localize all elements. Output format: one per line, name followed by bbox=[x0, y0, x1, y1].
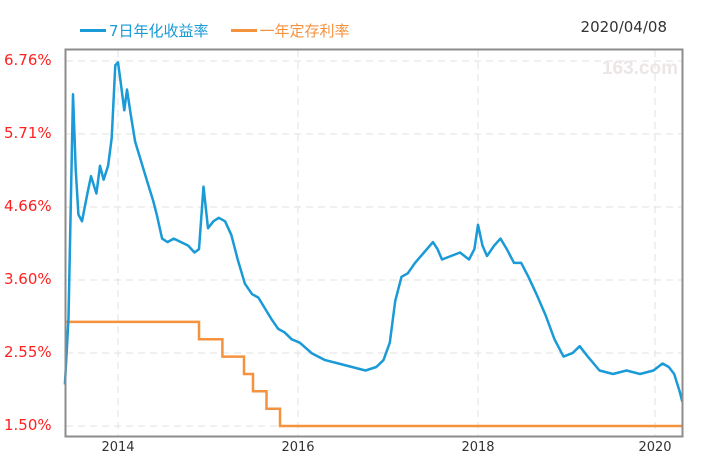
y-tick-label: 1.50% bbox=[4, 416, 52, 434]
plot-frame bbox=[64, 48, 684, 438]
legend-item-deposit-rate[interactable]: 一年定存利率 bbox=[230, 20, 350, 41]
y-tick-label: 4.66% bbox=[4, 197, 52, 215]
x-tick-label: 2018 bbox=[461, 440, 495, 455]
grid-lines bbox=[66, 50, 682, 436]
deposit-rate-line bbox=[64, 320, 683, 428]
y-tick-label: 6.76% bbox=[4, 51, 52, 69]
y-tick-label: 5.71% bbox=[4, 124, 52, 142]
legend-item-7day-yield[interactable]: 7日年化收益率 bbox=[80, 20, 209, 41]
x-tick-label: 2014 bbox=[101, 440, 135, 455]
x-tick-label: 2016 bbox=[281, 440, 315, 455]
y-tick-label: 2.55% bbox=[4, 343, 52, 361]
chart-legend: 7日年化收益率 一年定存利率 bbox=[80, 18, 372, 42]
legend-label: 一年定存利率 bbox=[259, 21, 350, 40]
watermark: 163.com bbox=[602, 58, 678, 79]
y-tick-label: 3.60% bbox=[4, 270, 52, 288]
legend-swatch-orange bbox=[230, 28, 257, 32]
chart-date: 2020/04/08 bbox=[580, 18, 667, 36]
legend-label: 7日年化收益率 bbox=[109, 21, 209, 40]
legend-swatch-blue bbox=[80, 28, 106, 32]
x-tick-label: 2020 bbox=[638, 440, 672, 455]
yield-rate-line bbox=[63, 61, 684, 403]
